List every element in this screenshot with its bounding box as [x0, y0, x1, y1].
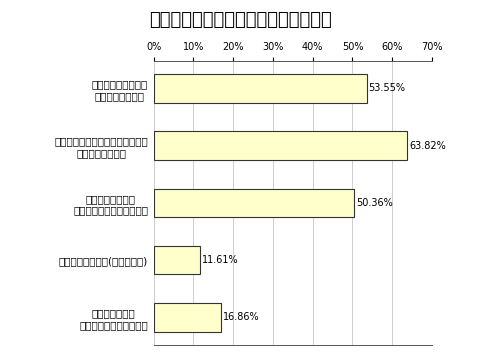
Bar — [154, 188, 354, 217]
Text: 16.86%: 16.86% — [223, 312, 259, 322]
Bar — [154, 303, 221, 332]
Text: 53.55%: 53.55% — [369, 83, 406, 93]
Text: どのような影響ですか。（複数回答）: どのような影響ですか。（複数回答） — [149, 11, 331, 29]
Bar — [154, 131, 408, 160]
Bar — [154, 246, 200, 274]
Text: 11.61%: 11.61% — [202, 255, 239, 265]
Text: 63.82%: 63.82% — [409, 140, 446, 150]
Bar — [154, 74, 367, 103]
Text: 50.36%: 50.36% — [356, 198, 393, 208]
